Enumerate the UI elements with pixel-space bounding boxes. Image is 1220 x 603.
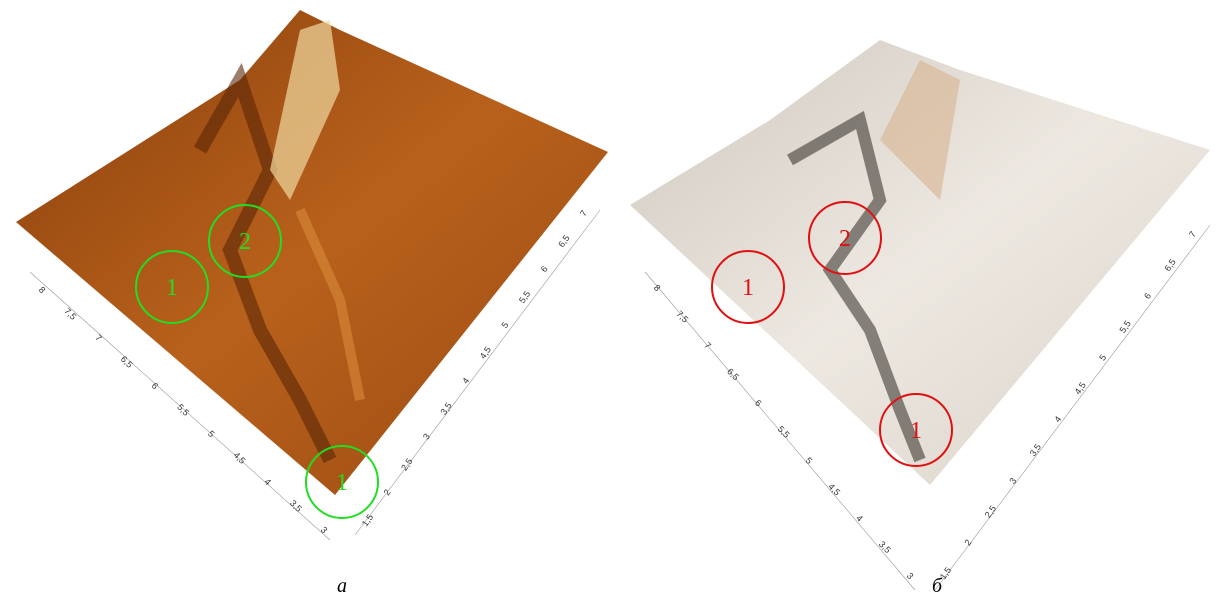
- left-tick-label: 4,5: [232, 450, 248, 466]
- right-tick-label: 4: [1052, 414, 1063, 424]
- left-tick-label: 5,5: [776, 424, 792, 440]
- marker-circle: [135, 250, 209, 324]
- left-tick-label: 6: [150, 381, 161, 392]
- right-tick-label: 3: [1007, 476, 1018, 486]
- marker-circle: [208, 204, 282, 278]
- right-tick-label: 2: [962, 538, 973, 548]
- left-axis-a: [29, 271, 331, 541]
- right-tick-label: 5,5: [1117, 319, 1132, 335]
- marker-circle: [808, 201, 882, 275]
- right-tick-label: 4,5: [478, 345, 493, 361]
- left-tick-label: 8: [652, 283, 663, 294]
- right-tick-label: 3: [421, 432, 432, 442]
- left-tick-label: 3,5: [288, 498, 304, 514]
- left-tick-label: 3: [319, 525, 330, 536]
- left-tick-label: 5: [804, 455, 815, 466]
- marker-label: 2: [839, 226, 851, 252]
- left-axis-b: [644, 271, 916, 591]
- left-tick-label: 4: [854, 513, 865, 524]
- right-tick-label: 3,5: [1028, 442, 1043, 458]
- left-tick-label: 5: [206, 429, 217, 440]
- marker-circle: [305, 445, 379, 519]
- right-axis-a: [354, 209, 601, 536]
- panel-caption: а: [337, 575, 347, 597]
- left-tick-label: 3,5: [877, 539, 893, 555]
- right-tick-label: 6,5: [556, 233, 571, 249]
- right-tick-label: 4: [460, 376, 471, 386]
- right-tick-label: 7: [1187, 229, 1198, 239]
- panel-caption: б: [932, 575, 943, 597]
- right-tick-label: 5: [1097, 353, 1108, 363]
- right-tick-label: 2: [382, 487, 393, 497]
- left-tick-label: 7,5: [62, 306, 78, 322]
- marker-label: 1: [336, 470, 348, 496]
- left-tick-label: 4,5: [826, 482, 842, 498]
- marker-label: 2: [239, 229, 251, 255]
- left-tick-label: 5,5: [175, 402, 191, 418]
- right-tick-label: 6: [1142, 291, 1153, 301]
- left-tick-label: 6,5: [119, 354, 135, 370]
- marker-circle: [711, 250, 785, 324]
- right-tick-label: 2,5: [983, 504, 998, 520]
- left-tick-label: 6: [753, 398, 764, 409]
- right-tick-label: 4,5: [1073, 380, 1088, 396]
- marker-label: 1: [742, 275, 754, 301]
- left-tick-label: 7: [93, 333, 104, 344]
- left-tick-label: 3: [905, 571, 916, 582]
- right-tick-label: 6: [539, 264, 550, 274]
- surface-a: [16, 10, 608, 495]
- marker-label: 1: [910, 418, 922, 444]
- right-tick-label: 7: [578, 208, 589, 218]
- marker-label: 1: [166, 275, 178, 301]
- right-axis-b: [934, 224, 1211, 591]
- right-tick-label: 5: [499, 320, 510, 330]
- right-tick-label: 3,5: [438, 401, 453, 417]
- marker-circle: [879, 393, 953, 467]
- left-tick-label: 4: [262, 477, 273, 488]
- left-tick-label: 7: [702, 340, 713, 351]
- left-tick-label: 8: [37, 285, 48, 296]
